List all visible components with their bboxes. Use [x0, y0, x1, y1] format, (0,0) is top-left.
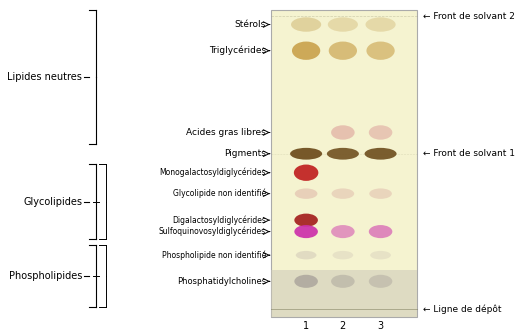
- Text: ← Front de solvant 1: ← Front de solvant 1: [423, 149, 514, 158]
- Ellipse shape: [365, 17, 396, 32]
- Text: Acides gras libres: Acides gras libres: [186, 128, 266, 137]
- Ellipse shape: [366, 42, 395, 60]
- Ellipse shape: [331, 275, 355, 288]
- Ellipse shape: [328, 17, 358, 32]
- Text: Monogalactosyldiglycérides: Monogalactosyldiglycérides: [160, 168, 266, 178]
- Ellipse shape: [364, 148, 396, 160]
- Ellipse shape: [370, 251, 391, 259]
- Ellipse shape: [292, 42, 320, 60]
- Text: Digalactosyldiglycérides: Digalactosyldiglycérides: [172, 215, 266, 225]
- Text: ← Ligne de dépôt: ← Ligne de dépôt: [423, 304, 501, 314]
- Text: 1: 1: [303, 321, 309, 331]
- Ellipse shape: [331, 125, 355, 140]
- Ellipse shape: [331, 225, 355, 238]
- Ellipse shape: [295, 225, 318, 238]
- Text: 3: 3: [377, 321, 384, 331]
- Ellipse shape: [329, 42, 357, 60]
- Ellipse shape: [295, 189, 318, 199]
- Ellipse shape: [295, 213, 318, 227]
- Text: 2: 2: [340, 321, 346, 331]
- Ellipse shape: [369, 275, 392, 288]
- Ellipse shape: [327, 148, 359, 160]
- Ellipse shape: [332, 189, 354, 199]
- Text: Stérols: Stérols: [235, 20, 266, 29]
- Ellipse shape: [369, 225, 392, 238]
- Ellipse shape: [296, 251, 317, 259]
- Text: Glycolipide non identifié: Glycolipide non identifié: [173, 189, 266, 199]
- Ellipse shape: [332, 251, 353, 259]
- Ellipse shape: [369, 125, 392, 140]
- Text: Phospholipide non identifié: Phospholipide non identifié: [162, 250, 266, 260]
- Text: ← Front de solvant 2: ← Front de solvant 2: [423, 12, 514, 21]
- Bar: [271, 10, 417, 317]
- Ellipse shape: [294, 165, 318, 181]
- Ellipse shape: [291, 17, 321, 32]
- Bar: [271, 270, 417, 317]
- Ellipse shape: [369, 189, 392, 199]
- Ellipse shape: [295, 275, 318, 288]
- Text: Phosphatidylcholines: Phosphatidylcholines: [177, 277, 266, 286]
- Text: Sulfoquinovosyldiglycérides: Sulfoquinovosyldiglycérides: [159, 227, 266, 236]
- Text: Glycolipides: Glycolipides: [23, 197, 82, 207]
- Text: Triglycérides: Triglycérides: [209, 46, 266, 55]
- Ellipse shape: [290, 148, 322, 160]
- Text: Phospholipides: Phospholipides: [9, 272, 82, 282]
- Text: Pigments: Pigments: [224, 149, 266, 158]
- Text: Lipides neutres: Lipides neutres: [7, 72, 82, 82]
